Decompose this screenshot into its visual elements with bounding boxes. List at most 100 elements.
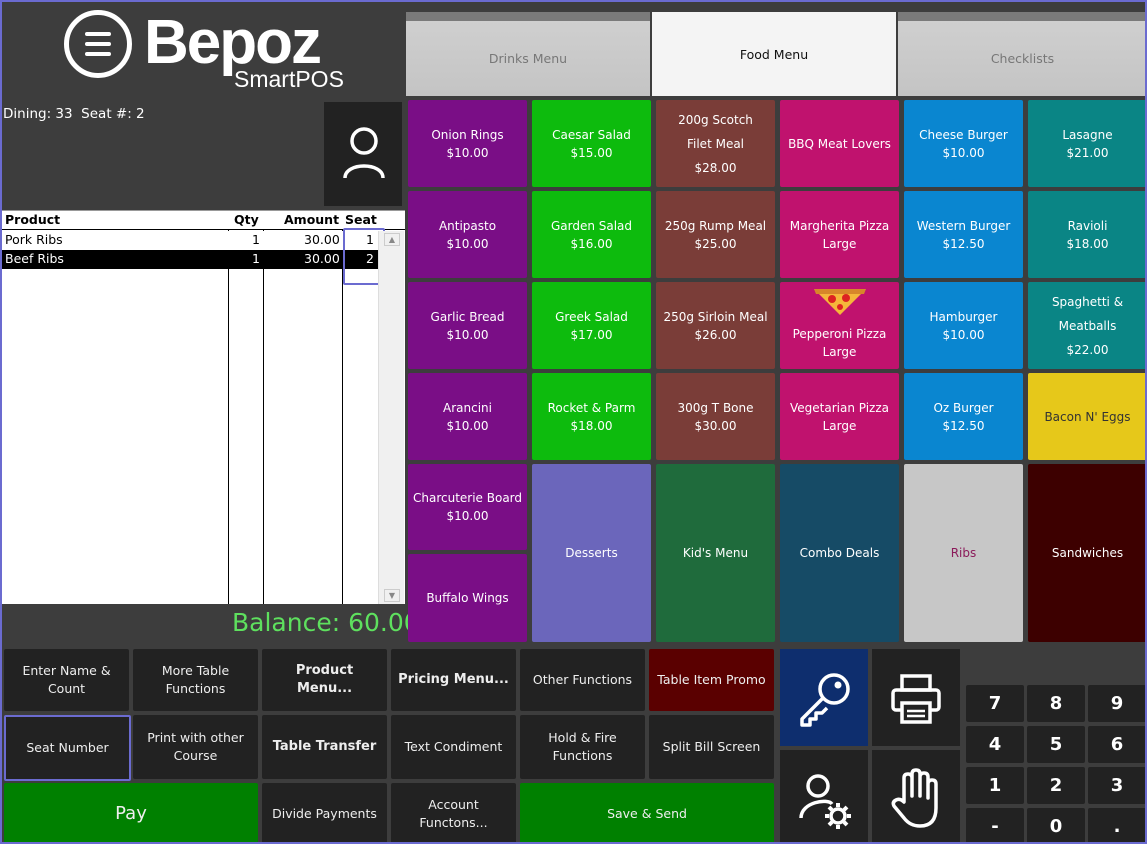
scroll-down-icon[interactable]: ▼ (384, 589, 400, 602)
category-sandwiches[interactable]: Sandwiches (1028, 464, 1145, 642)
dining-info: Dining: 33 Seat #: 2 (3, 106, 145, 122)
product-rocket-parm[interactable]: Rocket & Parm $18.00 (532, 373, 651, 460)
order-table: Product Qty Amount Seat Pork Ribs 1 30.0… (2, 210, 405, 604)
product-cheese-burger[interactable]: Cheese Burger $10.00 (904, 100, 1023, 187)
product-buffalo-wings[interactable]: Buffalo Wings (408, 554, 527, 642)
key-4[interactable]: 4 (966, 726, 1024, 763)
print-button[interactable] (872, 649, 960, 746)
product-menu-button[interactable]: Product Menu... (262, 649, 387, 711)
printer-icon (891, 674, 941, 724)
row-product: Beef Ribs (5, 251, 64, 266)
category-ribs[interactable]: Ribs (904, 464, 1023, 642)
category-desserts[interactable]: Desserts (532, 464, 651, 642)
split-bill-button[interactable]: Split Bill Screen (649, 715, 774, 779)
enter-name-count-button[interactable]: Enter Name & Count (4, 649, 129, 711)
product-charcuterie-board[interactable]: Charcuterie Board $10.00 (408, 464, 527, 550)
seat-number-button[interactable]: Seat Number (4, 715, 131, 781)
text-condiment-button[interactable]: Text Condiment (391, 715, 516, 779)
user-settings-icon (799, 774, 851, 829)
category-kids-menu[interactable]: Kid's Menu (656, 464, 775, 642)
row-amount: 30.00 (304, 251, 340, 266)
key-button[interactable] (780, 649, 868, 746)
customer-button[interactable] (324, 102, 402, 206)
key-9[interactable]: 9 (1088, 685, 1145, 722)
product-hamburger[interactable]: Hamburger $10.00 (904, 282, 1023, 369)
other-functions-button[interactable]: Other Functions (520, 649, 645, 711)
key-6[interactable]: 6 (1088, 726, 1145, 763)
product-oz-burger[interactable]: Oz Burger $12.50 (904, 373, 1023, 460)
product-pepperoni-pizza[interactable]: Pepperoni Pizza Large (780, 282, 899, 369)
product-bacon-eggs[interactable]: Bacon N' Eggs (1028, 373, 1145, 460)
pay-button[interactable]: Pay (4, 783, 258, 842)
save-send-button[interactable]: Save & Send (520, 783, 774, 842)
scroll-up-icon[interactable]: ▲ (384, 233, 400, 246)
category-combo-deals[interactable]: Combo Deals (780, 464, 899, 642)
product-vegetarian-pizza[interactable]: Vegetarian Pizza Large (780, 373, 899, 460)
product-antipasto[interactable]: Antipasto $10.00 (408, 191, 527, 278)
account-functions-button[interactable]: Account Functons... (391, 783, 516, 842)
tab-checklists[interactable]: Checklists (898, 12, 1145, 96)
row-seat: 2 (366, 251, 374, 266)
key-2[interactable]: 2 (1027, 767, 1085, 804)
print-other-course-button[interactable]: Print with other Course (133, 715, 258, 779)
row-amount: 30.00 (304, 232, 340, 247)
key-dot[interactable]: . (1088, 808, 1145, 842)
logo-area: Bepoz SmartPOS (2, 2, 405, 100)
product-western-burger[interactable]: Western Burger $12.50 (904, 191, 1023, 278)
row-seat: 1 (366, 232, 374, 247)
table-item-promo-button[interactable]: Table Item Promo (649, 649, 774, 711)
product-greek-salad[interactable]: Greek Salad $17.00 (532, 282, 651, 369)
key-0[interactable]: 0 (1027, 808, 1085, 842)
pricing-menu-button[interactable]: Pricing Menu... (391, 649, 516, 711)
more-table-functions-button[interactable]: More Table Functions (133, 649, 258, 711)
table-row[interactable]: Pork Ribs 1 30.00 1 (2, 231, 378, 250)
product-caesar-salad[interactable]: Caesar Salad $15.00 (532, 100, 651, 187)
product-onion-rings[interactable]: Onion Rings $10.00 (408, 100, 527, 187)
balance: Balance: 60.00 (232, 608, 420, 637)
key-7[interactable]: 7 (966, 685, 1024, 722)
brand-name: Bepoz (144, 8, 322, 77)
row-qty: 1 (252, 251, 260, 266)
tab-drinks-menu[interactable]: Drinks Menu (406, 12, 650, 96)
col-seat: Seat (345, 212, 377, 227)
user-icon (343, 127, 385, 179)
scrollbar[interactable]: ▲ ▼ (378, 231, 404, 604)
table-row-selected[interactable]: Beef Ribs 1 30.00 2 (2, 250, 378, 269)
product-t-bone[interactable]: 300g T Bone $30.00 (656, 373, 775, 460)
product-lasagne[interactable]: Lasagne $21.00 (1028, 100, 1145, 187)
product-arancini[interactable]: Arancini $10.00 (408, 373, 527, 460)
hold-fire-button[interactable]: Hold & Fire Functions (520, 715, 645, 779)
product-garden-salad[interactable]: Garden Salad $16.00 (532, 191, 651, 278)
key-1[interactable]: 1 (966, 767, 1024, 804)
product-bbq-meat-lovers[interactable]: BBQ Meat Lovers (780, 100, 899, 187)
key-3[interactable]: 3 (1088, 767, 1145, 804)
brand-sub: SmartPOS (234, 66, 344, 92)
product-garlic-bread[interactable]: Garlic Bread $10.00 (408, 282, 527, 369)
tab-bar: Drinks Menu Food Menu Checklists (405, 2, 1145, 98)
order-table-header: Product Qty Amount Seat (2, 211, 405, 230)
product-ravioli[interactable]: Ravioli $18.00 (1028, 191, 1145, 278)
key-5[interactable]: 5 (1027, 726, 1085, 763)
tab-food-menu[interactable]: Food Menu (652, 12, 896, 96)
pizza-icon (814, 289, 866, 315)
key-8[interactable]: 8 (1027, 685, 1085, 722)
user-settings-button[interactable] (780, 750, 868, 842)
product-scotch-filet[interactable]: 200g Scotch Filet Meal $28.00 (656, 100, 775, 187)
hand-icon (891, 768, 938, 828)
row-qty: 1 (252, 232, 260, 247)
row-product: Pork Ribs (5, 232, 63, 247)
key-minus[interactable]: - (966, 808, 1024, 842)
col-amount: Amount (284, 212, 340, 227)
product-spaghetti-meatballs[interactable]: Spaghetti & Meatballs $22.00 (1028, 282, 1145, 369)
col-product: Product (5, 212, 61, 227)
key-icon (800, 673, 850, 727)
divide-payments-button[interactable]: Divide Payments (262, 783, 387, 842)
col-qty: Qty (234, 212, 259, 227)
menu-icon[interactable] (64, 10, 132, 78)
product-margherita-pizza[interactable]: Margherita Pizza Large (780, 191, 899, 278)
hold-button[interactable] (872, 750, 960, 842)
table-transfer-button[interactable]: Table Transfer (262, 715, 387, 779)
product-rump-meal[interactable]: 250g Rump Meal $25.00 (656, 191, 775, 278)
product-sirloin-meal[interactable]: 250g Sirloin Meal $26.00 (656, 282, 775, 369)
